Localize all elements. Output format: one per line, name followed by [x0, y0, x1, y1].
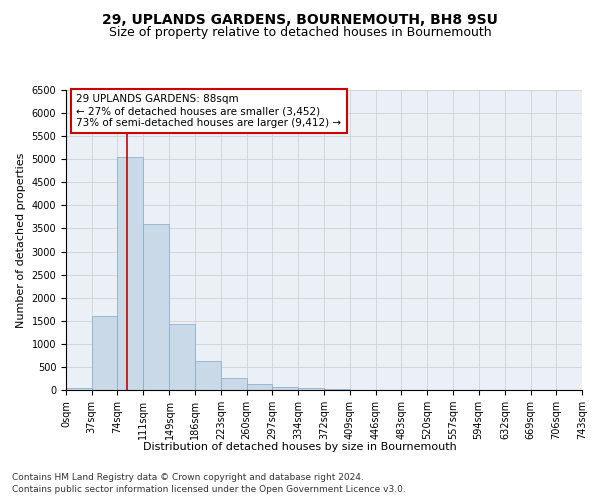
Text: Size of property relative to detached houses in Bournemouth: Size of property relative to detached ho…: [109, 26, 491, 39]
Bar: [92, 316, 118, 390]
Bar: [298, 388, 323, 390]
Bar: [272, 387, 298, 390]
Text: Distribution of detached houses by size in Bournemouth: Distribution of detached houses by size …: [143, 442, 457, 452]
Text: Contains public sector information licensed under the Open Government Licence v3: Contains public sector information licen…: [12, 485, 406, 494]
Bar: [169, 324, 195, 390]
Bar: [118, 157, 143, 390]
Bar: [221, 378, 247, 390]
Bar: [195, 361, 221, 390]
Y-axis label: Number of detached properties: Number of detached properties: [16, 152, 26, 328]
Text: 29 UPLANDS GARDENS: 88sqm
← 27% of detached houses are smaller (3,452)
73% of se: 29 UPLANDS GARDENS: 88sqm ← 27% of detac…: [76, 94, 341, 128]
Text: 29, UPLANDS GARDENS, BOURNEMOUTH, BH8 9SU: 29, UPLANDS GARDENS, BOURNEMOUTH, BH8 9S…: [102, 12, 498, 26]
Bar: [143, 224, 169, 390]
Bar: [66, 388, 92, 390]
Bar: [247, 384, 272, 390]
Text: Contains HM Land Registry data © Crown copyright and database right 2024.: Contains HM Land Registry data © Crown c…: [12, 472, 364, 482]
